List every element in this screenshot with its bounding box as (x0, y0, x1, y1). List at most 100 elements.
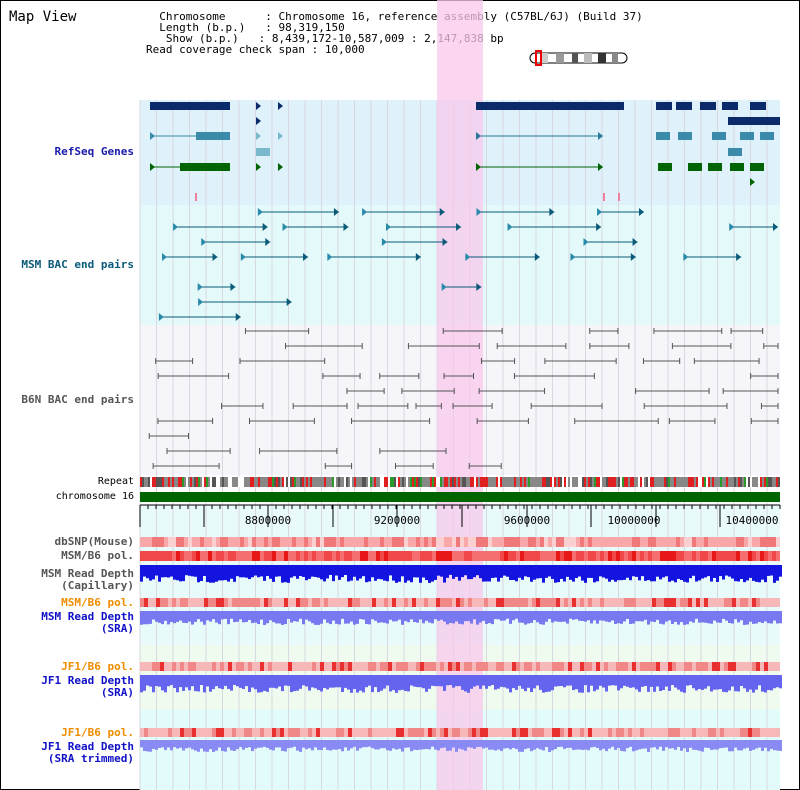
depth-bar (638, 611, 641, 622)
repeat-block (688, 477, 690, 487)
repeat-block (594, 477, 596, 487)
repeat-block (628, 477, 630, 487)
heat-cell (652, 551, 656, 561)
depth-bar (620, 675, 623, 689)
track-label-jf1-b6-pol[interactable]: JF1/B6 pol. (61, 660, 134, 673)
depth-bar (212, 611, 215, 620)
repeat-block (738, 477, 740, 487)
repeat-block (774, 477, 776, 487)
heat-cell (552, 728, 556, 737)
track-label-jf1-b6-pol-trimmed[interactable]: JF1/B6 pol. (61, 726, 134, 739)
depth-bar (524, 675, 527, 692)
repeat-block (496, 477, 498, 487)
heat-cell (672, 728, 676, 737)
track-label-msm-b6-pol[interactable]: MSM/B6 pol. (61, 549, 134, 562)
heat-cell (608, 537, 612, 547)
heat-cell (224, 551, 228, 561)
heat-cell (568, 598, 572, 607)
depth-bar (764, 611, 767, 622)
depth-bar (776, 611, 779, 624)
gene-exon (180, 163, 230, 171)
heat-cell (168, 662, 172, 671)
depth-bar (701, 740, 704, 752)
depth-bar (164, 740, 167, 751)
depth-bar (206, 611, 209, 621)
heat-cell (520, 728, 524, 737)
heat-cell (608, 598, 612, 607)
heat-cell (432, 662, 436, 671)
repeat-block (712, 477, 714, 487)
depth-bar (443, 740, 446, 748)
depth-bar (614, 675, 617, 686)
depth-bar (416, 740, 419, 751)
depth-bar (311, 675, 314, 688)
depth-bar (704, 611, 707, 623)
depth-bar (725, 611, 728, 621)
track-label-b6n-bac[interactable]: B6N BAC end pairs (21, 393, 134, 406)
depth-bar (320, 565, 323, 580)
depth-bar (524, 611, 527, 625)
heat-cell (664, 728, 668, 737)
heat-cell (556, 537, 560, 547)
track-label-refseq[interactable]: RefSeq Genes (54, 145, 134, 158)
depth-bar (152, 740, 155, 749)
track-label-msm-depth-sra[interactable]: MSM Read Depth (SRA) (41, 610, 134, 635)
depth-bar (251, 565, 254, 578)
track-label-repeat[interactable]: Repeat (97, 476, 134, 487)
repeat-block (740, 477, 742, 487)
feature-arrow (676, 102, 681, 110)
depth-bar (209, 675, 212, 692)
heat-cell (264, 728, 268, 737)
heat-cell (276, 662, 280, 671)
depth-bar (662, 611, 665, 625)
heat-cell (164, 728, 168, 737)
heat-cell (408, 551, 412, 561)
track-label-jf1-depth-trimmed[interactable]: JF1 Read Depth (SRA trimmed) (41, 740, 134, 765)
repeat-block (756, 477, 758, 487)
depth-bar (335, 611, 338, 624)
depth-bar (548, 565, 551, 577)
repeat-block (558, 477, 560, 487)
heat-cell (352, 537, 356, 547)
depth-bar (176, 565, 179, 581)
heat-cell (172, 662, 176, 671)
depth-bar (533, 740, 536, 750)
track-label-msm-b6-pol-sra[interactable]: MSM/B6 pol. (61, 596, 134, 609)
repeat-block (680, 477, 682, 487)
depth-bar (656, 675, 659, 687)
repeat-block (456, 477, 458, 487)
depth-bar (557, 675, 560, 687)
track-label-msm-bac[interactable]: MSM BAC end pairs (21, 258, 134, 271)
track-label-jf1-depth-sra[interactable]: JF1 Read Depth (SRA) (41, 674, 134, 699)
repeat-block (468, 477, 470, 487)
heat-cell (200, 662, 204, 671)
depth-bar (248, 675, 251, 692)
track-label-chromosome[interactable]: chromosome 16 (55, 491, 134, 502)
depth-bar (596, 611, 599, 624)
track-label-msm-depth-capillary[interactable]: MSM Read Depth (Capillary) (41, 567, 134, 592)
repeat-block (464, 477, 466, 487)
depth-bar (152, 565, 155, 580)
depth-bar (590, 565, 593, 578)
heat-cell (568, 662, 572, 671)
depth-bar (278, 565, 281, 577)
heat-cell (600, 537, 604, 547)
depth-bar (302, 565, 305, 577)
track-label-dbsnp[interactable]: dbSNP(Mouse) (54, 535, 134, 548)
depth-bar (521, 611, 524, 623)
heat-cell (728, 662, 732, 671)
depth-bar (221, 565, 224, 581)
heat-cell (736, 551, 740, 561)
repeat-block (232, 477, 234, 487)
heat-cell (212, 537, 216, 547)
feature-arrow (700, 102, 705, 110)
heat-cell (268, 662, 272, 671)
repeat-block (338, 477, 340, 487)
depth-bar (587, 740, 590, 751)
heat-cell (640, 728, 644, 737)
depth-bar (734, 740, 737, 748)
depth-bar (431, 565, 434, 582)
heat-cell (584, 598, 588, 607)
heat-cell (180, 537, 184, 547)
